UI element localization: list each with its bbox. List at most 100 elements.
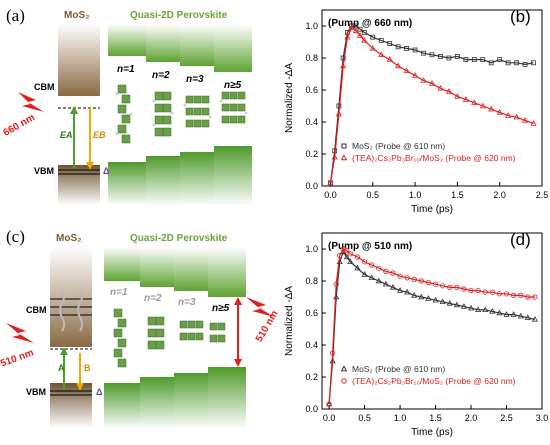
data-point-series-2 bbox=[390, 270, 396, 276]
data-point-series-1 bbox=[522, 62, 528, 67]
data-point-series-2 bbox=[397, 273, 403, 279]
data-point-series-2 bbox=[462, 96, 469, 102]
data-point-series-1 bbox=[467, 304, 475, 311]
plot-frame bbox=[321, 232, 543, 410]
data-point-series-2 bbox=[348, 24, 355, 30]
x-tick-label: 0.5 bbox=[367, 190, 380, 200]
data-point-series-2 bbox=[383, 268, 389, 275]
data-point-series-1 bbox=[361, 271, 368, 277]
data-point-series-2 bbox=[376, 265, 382, 271]
data-point-series-2 bbox=[530, 120, 537, 126]
data-point-series-1 bbox=[395, 44, 401, 50]
data-point-series-2 bbox=[331, 153, 338, 160]
x-axis-label: Time (ps) bbox=[411, 204, 453, 215]
data-point-series-1 bbox=[453, 301, 460, 308]
data-point-series-2 bbox=[403, 67, 410, 73]
data-point-series-1 bbox=[361, 29, 367, 35]
data-point-series-1 bbox=[387, 41, 393, 46]
data-point-series-2 bbox=[468, 288, 474, 294]
data-point-series-2 bbox=[333, 281, 339, 287]
legend-label-2: (TEA)₂Cs₂Pb₃Br₁₀/MoS₂ (Probe @ 620 nm) bbox=[352, 153, 516, 163]
data-point-series-2 bbox=[352, 27, 359, 33]
perovskite-title-a: Quasi-2D Perovskite bbox=[130, 10, 228, 21]
data-point-series-1 bbox=[471, 57, 477, 62]
chart-title: (Pump @ 660 nm) bbox=[328, 18, 412, 29]
data-point-series-1 bbox=[505, 60, 511, 66]
data-point-series-1 bbox=[531, 315, 538, 322]
y-tick-label: 0.6 bbox=[305, 85, 318, 95]
y-tick-label: 0.8 bbox=[305, 276, 318, 286]
data-point-series-1 bbox=[378, 38, 384, 43]
data-point-series-1 bbox=[404, 288, 411, 295]
data-point-series-2 bbox=[357, 32, 364, 38]
data-point-series-1 bbox=[489, 307, 496, 314]
n-label-3-c: n=3 bbox=[178, 297, 196, 308]
data-point-series-2 bbox=[489, 289, 495, 295]
vbm-label-c: VBM bbox=[26, 387, 46, 397]
panel-a: (a) MoS₂ Quasi-2D Perovskite bbox=[0, 0, 280, 222]
data-point-series-2 bbox=[471, 99, 478, 105]
data-point-series-2 bbox=[496, 108, 503, 115]
eb-label: EB bbox=[93, 130, 106, 140]
data-point-series-2 bbox=[327, 179, 334, 186]
data-point-series-1 bbox=[460, 303, 468, 309]
mos2-title-a: MoS₂ bbox=[64, 10, 90, 21]
data-point-series-2 bbox=[440, 283, 446, 289]
data-point-series-2 bbox=[326, 401, 332, 407]
x-tick-label: 0.5 bbox=[358, 413, 371, 423]
x-tick-label: 2.0 bbox=[465, 413, 478, 423]
n-label-4-a: n≥5 bbox=[224, 80, 242, 91]
data-point-series-2 bbox=[482, 289, 488, 295]
data-point-series-2 bbox=[337, 252, 343, 259]
data-point-series-2 bbox=[461, 286, 467, 292]
panel-label-c: (c) bbox=[6, 227, 25, 246]
y-tick-label: 0.0 bbox=[305, 404, 318, 414]
y-tick-label: 0.8 bbox=[305, 53, 318, 63]
data-point-series-2 bbox=[518, 292, 524, 299]
data-point-series-1 bbox=[354, 264, 361, 271]
data-point-series-2 bbox=[347, 251, 353, 257]
y-tick-label: 0.6 bbox=[305, 308, 318, 318]
data-point-series-1 bbox=[425, 295, 432, 301]
n-label-1-c: n=1 bbox=[110, 287, 128, 298]
y-tick-label: 0.2 bbox=[305, 149, 318, 159]
x-tick-label: 1.0 bbox=[409, 190, 422, 200]
data-point-series-1 bbox=[375, 277, 382, 284]
a-label-c: A bbox=[58, 363, 65, 373]
legend-marker-1 bbox=[340, 365, 348, 372]
data-point-series-2 bbox=[437, 84, 444, 91]
data-point-series-2 bbox=[503, 291, 510, 297]
data-point-series-2 bbox=[488, 105, 495, 112]
data-point-series-2 bbox=[378, 51, 385, 57]
panel-label: (b) bbox=[510, 7, 531, 26]
data-point-series-2 bbox=[404, 275, 410, 281]
legend-marker-1 bbox=[341, 143, 347, 149]
data-point-series-2 bbox=[475, 288, 481, 294]
data-point-series-1 bbox=[475, 306, 482, 312]
data-point-series-1 bbox=[368, 274, 375, 280]
data-point-series-1 bbox=[454, 54, 460, 59]
data-point-series-1 bbox=[418, 293, 425, 300]
data-point-series-2 bbox=[369, 262, 375, 268]
data-point-series-2 bbox=[532, 294, 538, 300]
data-point-series-1 bbox=[329, 357, 336, 364]
data-point-series-2 bbox=[335, 110, 342, 117]
data-point-series-1 bbox=[439, 298, 446, 304]
data-point-series-1 bbox=[432, 296, 439, 303]
data-point-series-2 bbox=[432, 281, 439, 287]
chart-b: (b) (Pump @ 660 nm) 0.0 0.5 1.0 1.5 2.0 2.5 0.0 0… bbox=[284, 7, 548, 215]
y-tick-label: 0.2 bbox=[305, 372, 318, 382]
data-point-series-2 bbox=[369, 44, 376, 51]
x-tick-label: 0.0 bbox=[323, 413, 336, 423]
y-axis-label: Normalized -ΔA bbox=[284, 286, 295, 356]
data-point-series-1 bbox=[370, 34, 376, 40]
cbm-label-a: CBM bbox=[34, 82, 55, 92]
data-point-series-1 bbox=[429, 52, 435, 58]
n-label-4-c: n≥5 bbox=[212, 303, 230, 314]
data-point-series-1 bbox=[488, 60, 494, 66]
data-point-series-2 bbox=[418, 278, 424, 284]
panel-c: (c) MoS₂ Quasi-2D Perovskite bbox=[0, 223, 281, 445]
data-point-series-1 bbox=[517, 312, 524, 319]
delta-label-a: Δ bbox=[103, 166, 110, 176]
data-point-series-2 bbox=[522, 116, 529, 123]
